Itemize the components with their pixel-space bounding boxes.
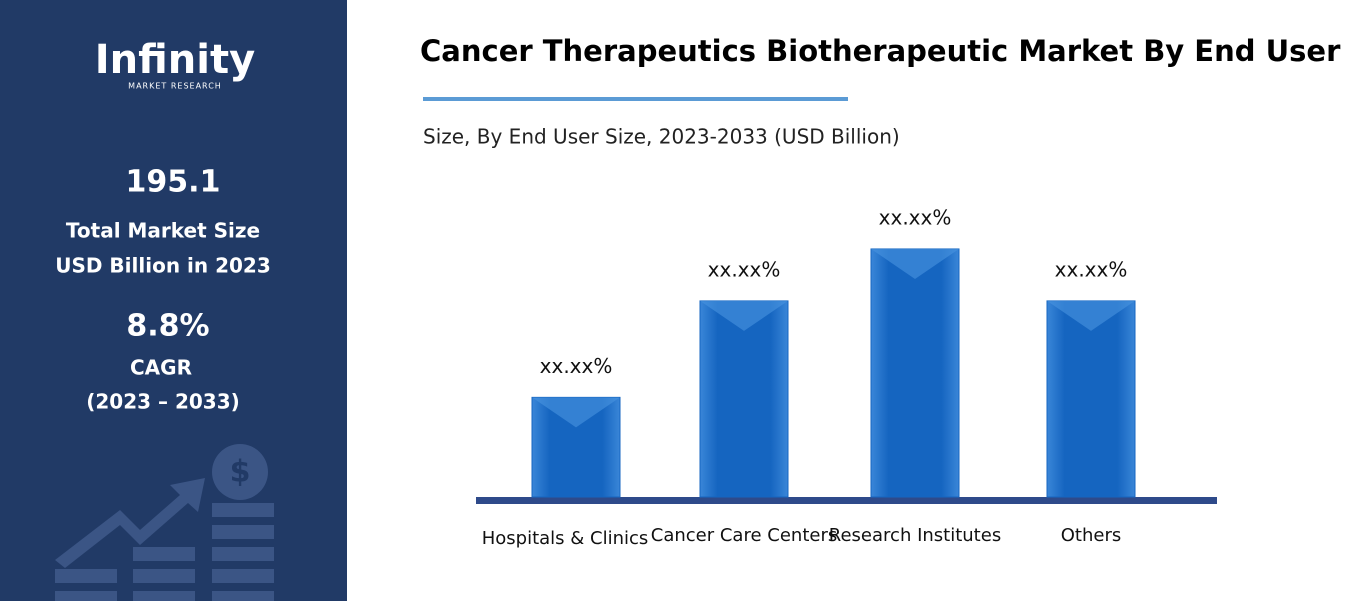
bar-bevel <box>532 397 620 428</box>
cagr-label: CAGR <box>130 356 192 380</box>
market-size-label: Total Market Size <box>66 219 260 243</box>
logo-sub: MARKET RESEARCH <box>128 82 222 91</box>
cagr: 8.8% <box>126 309 209 344</box>
value-label: xx.xx% <box>1055 257 1128 281</box>
title-underline <box>423 97 848 101</box>
cagr-period: (2023 – 2033) <box>86 390 240 414</box>
market-size-label: USD Billion in 2023 <box>55 254 271 278</box>
x-tick-label: Cancer Care Centers <box>651 525 837 546</box>
bar <box>1046 300 1136 498</box>
bar-bevel <box>700 300 788 331</box>
chart-title: Cancer Therapeutics Biotherapeutic Marke… <box>420 34 1341 68</box>
bar <box>870 248 960 498</box>
growth-icon <box>55 444 274 601</box>
value-label: xx.xx% <box>708 257 781 281</box>
value-label: xx.xx% <box>540 354 613 378</box>
bar-bevel <box>871 248 959 279</box>
value-label: xx.xx% <box>879 205 952 229</box>
bar <box>699 300 789 498</box>
baseline <box>476 497 1217 504</box>
x-tick-label: Hospitals & Clinics <box>482 528 649 549</box>
x-tick-label: Others <box>1061 525 1122 546</box>
x-tick-label: Research Institutes <box>829 525 1001 546</box>
chart-subtitle: Size, By End User Size, 2023-2033 (USD B… <box>423 125 900 149</box>
market-size: 195.1 <box>126 165 221 200</box>
logo: Infinity <box>95 37 255 83</box>
bar-bevel <box>1047 300 1135 331</box>
dollar-icon: $ <box>230 455 251 490</box>
